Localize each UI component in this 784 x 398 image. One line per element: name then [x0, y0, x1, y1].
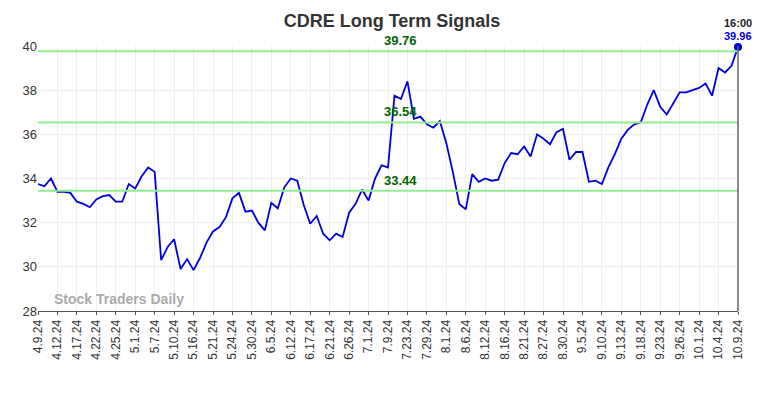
- svg-text:4.12.24: 4.12.24: [50, 319, 64, 359]
- svg-text:8.12.24: 8.12.24: [478, 319, 492, 359]
- svg-text:8.1.24: 8.1.24: [439, 319, 453, 353]
- svg-text:10.4.24: 10.4.24: [711, 319, 725, 359]
- svg-text:9.5.24: 9.5.24: [575, 319, 589, 353]
- svg-text:40: 40: [23, 39, 37, 54]
- svg-text:5.24.24: 5.24.24: [225, 319, 239, 359]
- svg-text:6.12.24: 6.12.24: [284, 319, 298, 359]
- svg-text:7.9.24: 7.9.24: [381, 319, 395, 353]
- svg-text:4.9.24: 4.9.24: [31, 319, 45, 353]
- svg-text:30: 30: [23, 259, 37, 274]
- svg-text:38: 38: [23, 83, 37, 98]
- svg-text:36.54: 36.54: [384, 104, 417, 119]
- svg-text:6.5.24: 6.5.24: [264, 319, 278, 353]
- svg-text:8.16.24: 8.16.24: [498, 319, 512, 359]
- svg-text:5.10.24: 5.10.24: [167, 319, 181, 359]
- svg-text:9.18.24: 9.18.24: [634, 319, 648, 359]
- svg-text:36: 36: [23, 127, 37, 142]
- svg-text:5.1.24: 5.1.24: [128, 319, 142, 353]
- svg-text:6.17.24: 6.17.24: [303, 319, 317, 359]
- svg-text:9.10.24: 9.10.24: [595, 319, 609, 359]
- svg-text:16:00: 16:00: [724, 17, 752, 29]
- svg-text:34: 34: [23, 171, 37, 186]
- svg-text:7.29.24: 7.29.24: [420, 319, 434, 359]
- svg-text:5.16.24: 5.16.24: [186, 319, 200, 359]
- svg-text:4.22.24: 4.22.24: [89, 319, 103, 359]
- svg-text:Stock Traders Daily: Stock Traders Daily: [54, 291, 184, 307]
- svg-text:10.1.24: 10.1.24: [692, 319, 706, 359]
- svg-text:6.21.24: 6.21.24: [323, 319, 337, 359]
- svg-text:7.23.24: 7.23.24: [400, 319, 414, 359]
- svg-text:CDRE Long Term Signals: CDRE Long Term Signals: [284, 11, 501, 31]
- svg-text:9.23.24: 9.23.24: [653, 319, 667, 359]
- svg-text:9.26.24: 9.26.24: [673, 319, 687, 359]
- svg-text:32: 32: [23, 215, 37, 230]
- svg-text:6.26.24: 6.26.24: [342, 319, 356, 359]
- svg-text:8.6.24: 8.6.24: [459, 319, 473, 353]
- svg-text:33.44: 33.44: [384, 173, 417, 188]
- svg-text:4.25.24: 4.25.24: [109, 319, 123, 359]
- svg-text:28: 28: [23, 304, 37, 319]
- svg-text:39.76: 39.76: [384, 33, 417, 48]
- svg-text:7.1.24: 7.1.24: [361, 319, 375, 353]
- svg-text:5.30.24: 5.30.24: [245, 319, 259, 359]
- svg-text:10.9.24: 10.9.24: [731, 319, 745, 359]
- svg-text:5.21.24: 5.21.24: [206, 319, 220, 359]
- svg-text:8.21.24: 8.21.24: [517, 319, 531, 359]
- svg-text:4.17.24: 4.17.24: [70, 319, 84, 359]
- svg-text:39.96: 39.96: [724, 30, 752, 42]
- svg-text:5.7.24: 5.7.24: [148, 319, 162, 353]
- svg-text:9.13.24: 9.13.24: [614, 319, 628, 359]
- svg-text:8.30.24: 8.30.24: [556, 319, 570, 359]
- svg-text:8.27.24: 8.27.24: [536, 319, 550, 359]
